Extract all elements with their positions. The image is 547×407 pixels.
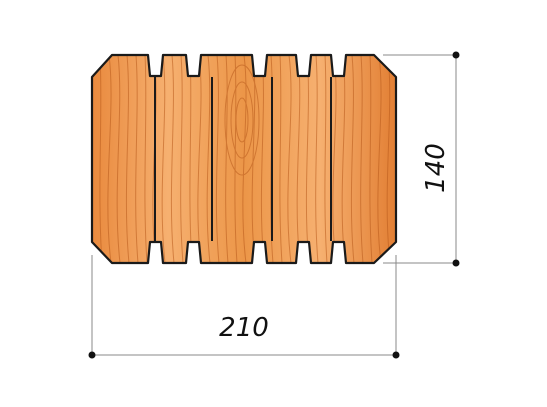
grain-line	[360, 55, 364, 263]
grain-line	[180, 55, 184, 263]
grain-line	[242, 55, 247, 263]
beam-outline	[90, 53, 398, 265]
dimension-points	[88, 51, 460, 359]
grain-line	[197, 55, 202, 263]
grain-line	[324, 55, 328, 263]
grain-line	[369, 55, 373, 263]
height-dimension-top-point	[452, 51, 460, 59]
wood-knot-ring	[230, 81, 254, 159]
grain-line	[225, 55, 229, 263]
beam-profile	[90, 53, 398, 265]
wood-knot-ring	[224, 64, 260, 176]
grain-line	[279, 55, 283, 263]
grain-line	[170, 55, 175, 263]
grain-line	[234, 55, 238, 263]
grain-line	[315, 55, 319, 263]
grain-line	[215, 55, 220, 263]
grain-line	[206, 55, 211, 263]
width-dimension-left-point	[88, 351, 96, 359]
grain-line	[161, 55, 166, 263]
grain-line	[287, 55, 292, 263]
grain-line	[99, 55, 103, 263]
width-dimension-right-point	[392, 351, 400, 359]
height-dimension-label: 140	[421, 143, 451, 193]
wood-knot-ring	[235, 97, 249, 143]
height-dimension-bottom-point	[452, 259, 460, 267]
grain-line	[107, 55, 112, 263]
grain-line	[135, 55, 139, 263]
dimension-lines	[91, 54, 457, 356]
grain-line	[377, 55, 382, 263]
width-dimension-label: 210	[219, 313, 269, 343]
grain-line	[116, 55, 121, 263]
grain-line	[386, 55, 391, 263]
grain-line	[144, 55, 148, 263]
grain-line	[125, 55, 130, 263]
grain-line	[350, 55, 355, 263]
plank-seams	[154, 77, 332, 241]
